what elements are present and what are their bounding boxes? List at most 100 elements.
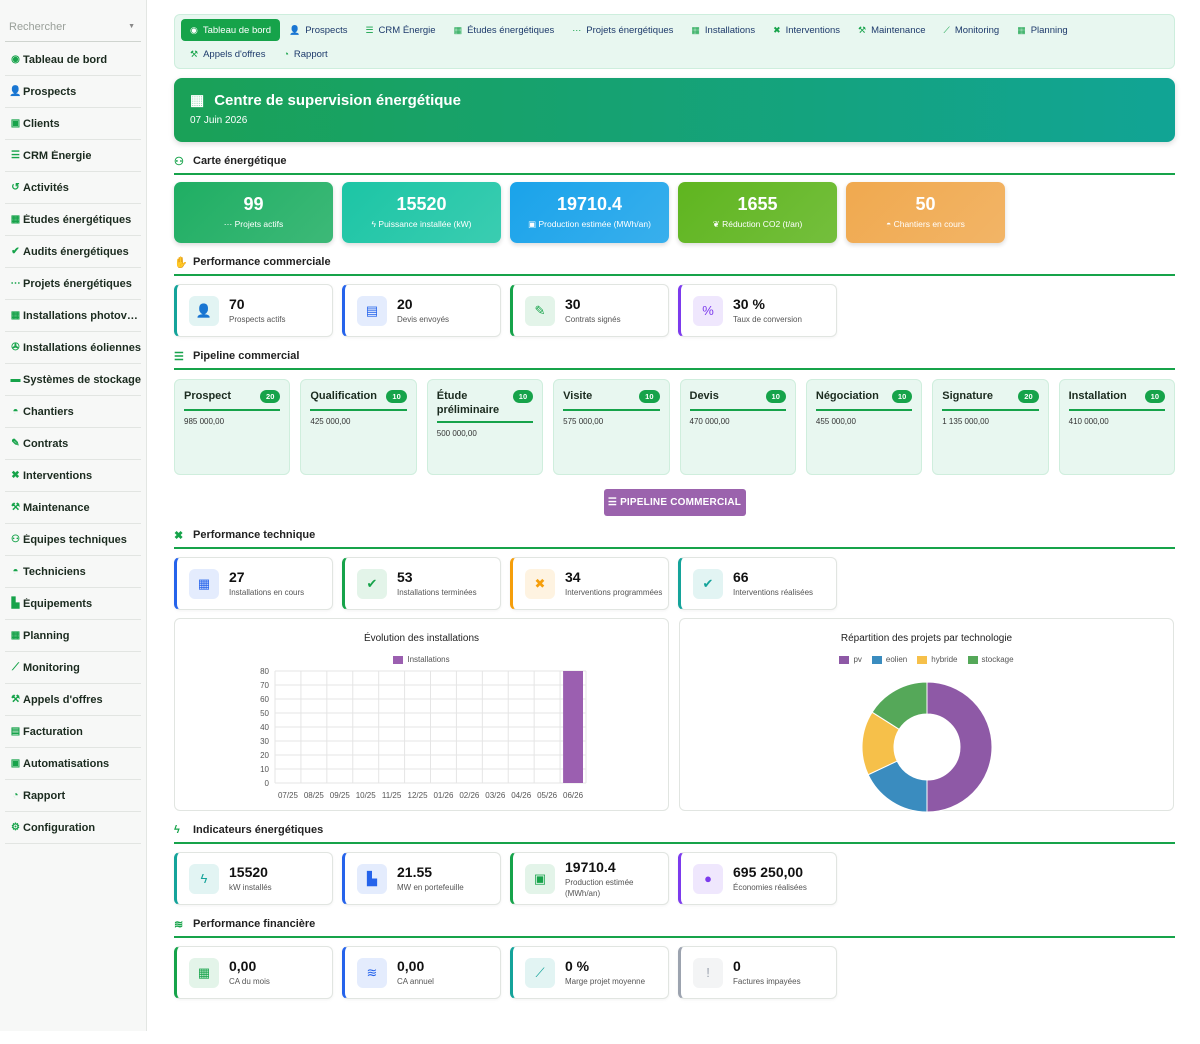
sidebar-item-prospects[interactable]: 👤 Prospects	[5, 76, 141, 108]
pipeline-column[interactable]: Devis 10 470 000,00	[679, 379, 796, 475]
industry-icon: ▙	[11, 598, 20, 609]
stat-text: 21.55 MW en portefeuille	[397, 864, 464, 893]
sidebar-item-chantiers[interactable]: ◓ Chantiers	[5, 396, 141, 428]
y-tick-label: 30	[260, 737, 269, 746]
bolt-icon: ϟ	[371, 219, 377, 229]
piggy-bank-icon: ●	[693, 863, 723, 894]
pipeline-stage: Signature	[942, 390, 993, 402]
sidebar-item-label: Prospects	[23, 85, 77, 98]
tab-planning[interactable]: ▦ Planning	[1008, 19, 1077, 41]
sidebar-item-label: Clients	[23, 117, 60, 130]
installations-chart-card: Évolution des installations Installation…	[174, 618, 669, 811]
sidebar-item-audits-energetiques[interactable]: ✔ Audits énergétiques	[5, 236, 141, 268]
stat-card: ✔ 66 Interventions réalisées	[678, 557, 837, 610]
donut-chart	[861, 681, 993, 812]
stat-text: 0 Factures impayées	[733, 958, 801, 987]
sidebar-item-planning[interactable]: ▦ Planning	[5, 620, 141, 652]
pipeline-column[interactable]: Étude préliminaire 10 500 000,00	[426, 379, 544, 475]
sidebar-item-configuration[interactable]: ⚙ Configuration	[5, 812, 141, 844]
legend-item[interactable]: pv	[839, 655, 862, 664]
coins-icon: ≋	[174, 918, 184, 931]
pipeline-column[interactable]: Installation 10 410 000,00	[1058, 379, 1175, 475]
tab-maintenance[interactable]: ⚒ Maintenance	[849, 19, 934, 41]
stat-card: ▣ 19710.4 Production estimée (MWh/an)	[510, 852, 669, 905]
sidebar-item-tableau-de-bord[interactable]: ◉ Tableau de bord	[5, 44, 141, 76]
pipeline-column[interactable]: Qualification 10 425 000,00	[300, 379, 417, 475]
hero-banner: ▦ Centre de supervision énergétique 07 J…	[174, 78, 1175, 142]
legend-item[interactable]: eolien	[871, 655, 907, 664]
sidebar-item-automatisations[interactable]: ▣ Automatisations	[5, 748, 141, 780]
sidebar-item-rapport[interactable]: ◔ Rapport	[5, 780, 141, 812]
tab-crm-energie[interactable]: ☰ CRM Énergie	[356, 19, 444, 41]
sidebar-item-maintenance[interactable]: ⚒ Maintenance	[5, 492, 141, 524]
stat-text: 53 Installations terminées	[397, 569, 477, 598]
legend-swatch	[871, 655, 882, 664]
donut-slice-stockage	[871, 681, 928, 731]
pipeline-column[interactable]: Négociation 10 455 000,00	[805, 379, 923, 475]
stat-card: ▦ 0,00 CA du mois	[174, 946, 333, 999]
legend-label: pv	[853, 655, 862, 664]
sidebar-item-activites[interactable]: ↺ Activités	[5, 172, 141, 204]
address-book-icon: ▣	[10, 118, 21, 129]
sidebar-item-systemes-de-stockage[interactable]: ▬ Systèmes de stockage	[5, 364, 141, 396]
solar-panel-icon: ▦	[10, 214, 21, 225]
sidebar-item-crm-energie[interactable]: ☰ CRM Énergie	[5, 140, 141, 172]
tab-interventions[interactable]: ✖ Interventions	[764, 19, 849, 41]
pipeline-column[interactable]: Signature 20 1 135 000,00	[932, 379, 1049, 475]
leaf-icon: ❦	[712, 219, 720, 229]
pipeline-column[interactable]: Prospect 20 985 000,00	[174, 379, 291, 475]
sidebar-item-equipes-techniques[interactable]: ⚇ Équipes techniques	[5, 524, 141, 556]
sidebar-item-techniciens[interactable]: ◓ Techniciens	[5, 556, 141, 588]
chart-line-icon: ⟋	[943, 24, 950, 35]
stat-text: 0,00 CA du mois	[229, 958, 270, 987]
tab-installations[interactable]: ▦ Installations	[682, 19, 764, 41]
stat-text: 30 % Taux de conversion	[733, 296, 802, 325]
bolt-icon: ϟ	[174, 824, 180, 836]
tab-monitoring[interactable]: ⟋ Monitoring	[935, 19, 1009, 41]
legend-item[interactable]: Installations	[393, 655, 450, 664]
tab-projets-energetiques[interactable]: ⋯ Projets énergétiques	[563, 19, 682, 41]
stat-value: 53	[397, 569, 413, 585]
tab-prospects[interactable]: 👤 Prospects	[280, 19, 356, 41]
stat-label: Factures impayées	[733, 977, 801, 986]
legend-item[interactable]: hybride	[917, 655, 958, 664]
tab-etudes-energetiques[interactable]: ▦ Études énergétiques	[445, 19, 564, 41]
tab-tableau-de-bord[interactable]: ◉ Tableau de bord	[181, 19, 280, 41]
stat-value: 70	[229, 296, 245, 312]
kpi-card: 99 ⋯ Projets actifs	[174, 182, 333, 243]
x-tick-label: 12/25	[408, 791, 429, 800]
sidebar-item-projets-energetiques[interactable]: ⋯ Projets énergétiques	[5, 268, 141, 300]
sidebar-item-facturation[interactable]: ▤ Facturation	[5, 716, 141, 748]
search-select[interactable]: Rechercher ▼	[5, 12, 141, 42]
sidebar-item-installations-photovoltaiques[interactable]: ▦Installations photovoltaïques	[5, 300, 141, 332]
pipeline-count-badge: 10	[1144, 390, 1165, 403]
file-signature-icon: ✎	[525, 295, 555, 326]
y-tick-label: 70	[260, 681, 269, 690]
sidebar-item-interventions[interactable]: ✖ Interventions	[5, 460, 141, 492]
cog-icon: ⚙	[11, 822, 20, 833]
sidebar-item-label: Équipes techniques	[23, 533, 127, 546]
kpi-label-row: ◓ Chantiers en cours	[846, 219, 1005, 229]
section-title: Pipeline commercial	[193, 350, 300, 362]
sidebar-item-appels-d-offres[interactable]: ⚒ Appels d'offres	[5, 684, 141, 716]
sidebar-item-equipements[interactable]: ▙ Équipements	[5, 588, 141, 620]
stat-value: 21.55	[397, 864, 433, 880]
section-performance-commerciale: ✋ Performance commerciale	[174, 256, 1175, 276]
sidebar-item-installations-eoliennes[interactable]: ✇ Installations éoliennes	[5, 332, 141, 364]
sidebar-item-clients[interactable]: ▣ Clients	[5, 108, 141, 140]
sidebar-item-contrats[interactable]: ✎ Contrats	[5, 428, 141, 460]
y-tick-label: 50	[260, 709, 269, 718]
tab-appels-d-offres[interactable]: ⚒ Appels d'offres	[181, 43, 274, 65]
chart-title: Évolution des installations	[363, 633, 480, 644]
kpi-label: Réduction CO2 (t/an)	[722, 219, 803, 229]
pipeline-column[interactable]: Visite 10 575 000,00	[553, 379, 670, 475]
stat-label: MW en portefeuille	[397, 883, 464, 892]
tab-rapport[interactable]: ◔ Rapport	[274, 43, 336, 65]
sidebar-item-monitoring[interactable]: ⟋ Monitoring	[5, 652, 141, 684]
charging-station-icon: ▣	[525, 863, 555, 894]
legend-item[interactable]: stockage	[967, 655, 1014, 664]
pipeline-amount: 410 000,00	[1068, 417, 1109, 426]
pipeline-commercial-button[interactable]: ☰ PIPELINE COMMERCIAL	[603, 489, 746, 516]
sidebar-item-label: Interventions	[23, 469, 93, 482]
sidebar-item-etudes-energetiques[interactable]: ▦ Études énergétiques	[5, 204, 141, 236]
